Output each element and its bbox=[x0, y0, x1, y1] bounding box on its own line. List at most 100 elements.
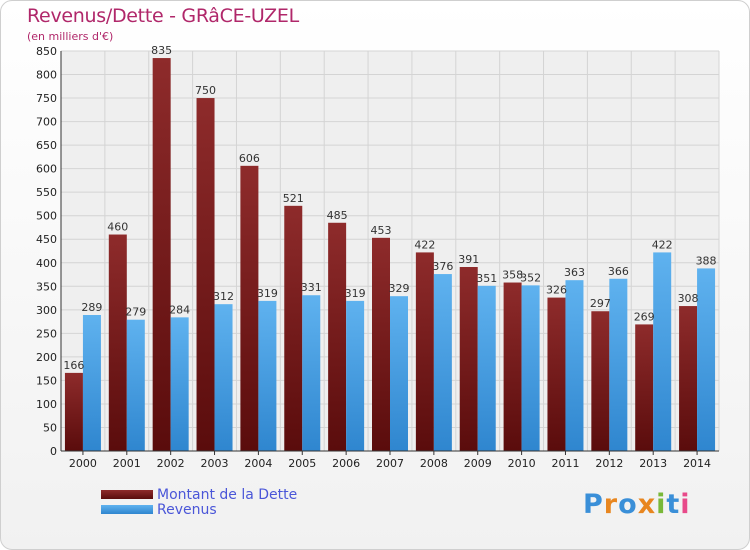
bar-debt-2011 bbox=[547, 297, 566, 451]
y-tick-label-850: 850 bbox=[36, 45, 57, 58]
data-label-revenue-2003: 312 bbox=[213, 290, 234, 303]
x-tick-label-2005: 2005 bbox=[288, 457, 316, 470]
y-tick-label-500: 500 bbox=[36, 210, 57, 223]
data-label-revenue-2006: 319 bbox=[345, 287, 366, 300]
data-label-revenue-2004: 319 bbox=[257, 287, 278, 300]
logo-letter: i bbox=[680, 489, 691, 520]
data-label-revenue-2012: 366 bbox=[608, 265, 629, 278]
data-label-debt-2012: 297 bbox=[590, 297, 611, 310]
data-label-debt-2000: 166 bbox=[63, 359, 84, 372]
legend-item-debt: Montant de la Dette bbox=[101, 487, 297, 502]
data-label-revenue-2008: 376 bbox=[432, 260, 453, 273]
x-tick-label-2012: 2012 bbox=[595, 457, 623, 470]
data-label-revenue-2000: 289 bbox=[81, 301, 102, 314]
data-label-debt-2013: 269 bbox=[634, 310, 655, 323]
data-label-revenue-2013: 422 bbox=[652, 238, 673, 251]
x-tick-label-2010: 2010 bbox=[508, 457, 536, 470]
data-label-debt-2010: 358 bbox=[502, 269, 523, 282]
logo-letter: r bbox=[603, 489, 619, 520]
logo-letter: x bbox=[637, 489, 657, 520]
logo-letter: o bbox=[618, 489, 638, 520]
bar-debt-2009 bbox=[459, 267, 478, 451]
bar-debt-2013 bbox=[635, 324, 654, 451]
y-tick-label-600: 600 bbox=[36, 163, 57, 176]
y-tick-label-200: 200 bbox=[36, 351, 57, 364]
logo-letter: i bbox=[656, 489, 667, 520]
data-label-debt-2006: 485 bbox=[327, 209, 348, 222]
data-label-revenue-2009: 351 bbox=[476, 272, 497, 285]
bar-debt-2007 bbox=[372, 237, 390, 451]
y-tick-label-550: 550 bbox=[36, 186, 57, 199]
bar-revenue-2009 bbox=[477, 285, 496, 451]
bar-debt-2005 bbox=[284, 205, 303, 451]
x-tick-label-2006: 2006 bbox=[332, 457, 360, 470]
y-tick-label-800: 800 bbox=[36, 69, 57, 82]
data-label-debt-2011: 326 bbox=[546, 284, 567, 297]
data-label-revenue-2005: 331 bbox=[301, 281, 322, 294]
y-tick-label-350: 350 bbox=[36, 280, 57, 293]
bar-revenue-2005 bbox=[302, 295, 321, 451]
x-tick-label-2004: 2004 bbox=[244, 457, 272, 470]
bar-revenue-2010 bbox=[521, 285, 540, 451]
bar-debt-2008 bbox=[415, 252, 434, 451]
data-label-revenue-2014: 388 bbox=[696, 254, 717, 267]
legend-swatch-revenue bbox=[101, 505, 153, 514]
bar-debt-2012 bbox=[591, 311, 610, 451]
bar-revenue-2006 bbox=[346, 300, 365, 451]
bar-revenue-2011 bbox=[565, 280, 584, 451]
x-tick-label-2011: 2011 bbox=[551, 457, 579, 470]
x-tick-label-2008: 2008 bbox=[420, 457, 448, 470]
data-label-debt-2009: 391 bbox=[458, 253, 479, 266]
x-tick-label-2000: 2000 bbox=[69, 457, 97, 470]
y-tick-label-700: 700 bbox=[36, 116, 57, 129]
y-tick-label-450: 450 bbox=[36, 233, 57, 246]
y-tick-label-100: 100 bbox=[36, 398, 57, 411]
y-tick-label-300: 300 bbox=[36, 304, 57, 317]
data-label-revenue-2007: 329 bbox=[389, 282, 410, 295]
y-tick-label-150: 150 bbox=[36, 374, 57, 387]
y-tick-label-750: 750 bbox=[36, 92, 57, 105]
data-label-revenue-2010: 352 bbox=[520, 271, 541, 284]
x-tick-label-2009: 2009 bbox=[464, 457, 492, 470]
bar-debt-2002 bbox=[152, 58, 171, 451]
y-tick-label-50: 50 bbox=[43, 421, 57, 434]
bar-revenue-2001 bbox=[126, 319, 145, 451]
bar-debt-2000 bbox=[64, 372, 83, 451]
data-label-debt-2004: 606 bbox=[239, 152, 260, 165]
x-tick-label-2001: 2001 bbox=[113, 457, 141, 470]
bar-debt-2006 bbox=[328, 222, 347, 451]
proxiti-logo: Proxiti bbox=[583, 489, 691, 520]
data-label-debt-2007: 453 bbox=[371, 224, 392, 237]
data-label-debt-2014: 308 bbox=[678, 292, 699, 305]
bar-debt-2003 bbox=[196, 98, 215, 451]
data-label-debt-2008: 422 bbox=[414, 238, 435, 251]
data-label-revenue-2001: 279 bbox=[125, 306, 146, 319]
bar-debt-2004 bbox=[240, 165, 259, 451]
bar-debt-2001 bbox=[108, 234, 127, 451]
bar-revenue-2002 bbox=[170, 317, 189, 451]
chart-title: Revenus/Dette - GRâCE-UZEL bbox=[27, 5, 299, 27]
x-tick-label-2002: 2002 bbox=[157, 457, 185, 470]
logo-letter: P bbox=[583, 489, 604, 520]
data-label-debt-2003: 750 bbox=[195, 84, 216, 97]
bar-revenue-2007 bbox=[390, 296, 408, 451]
data-label-revenue-2002: 284 bbox=[169, 303, 190, 316]
data-label-debt-2001: 460 bbox=[107, 221, 128, 234]
y-tick-label-0: 0 bbox=[50, 445, 57, 458]
x-tick-label-2014: 2014 bbox=[683, 457, 711, 470]
legend-label-debt: Montant de la Dette bbox=[157, 486, 298, 503]
bar-revenue-2004 bbox=[258, 300, 277, 451]
data-label-debt-2002: 835 bbox=[151, 44, 172, 57]
data-label-revenue-2011: 363 bbox=[564, 266, 585, 279]
legend-item-revenue: Revenus bbox=[101, 502, 297, 517]
legend-label-revenue: Revenus bbox=[157, 501, 217, 518]
logo-letter: t bbox=[666, 489, 681, 520]
bar-debt-2014 bbox=[679, 306, 698, 451]
x-tick-label-2013: 2013 bbox=[639, 457, 667, 470]
y-tick-label-400: 400 bbox=[36, 257, 57, 270]
x-tick-label-2007: 2007 bbox=[376, 457, 404, 470]
bar-revenue-2000 bbox=[82, 315, 101, 451]
bar-revenue-2003 bbox=[214, 304, 233, 451]
data-label-debt-2005: 521 bbox=[283, 192, 304, 205]
